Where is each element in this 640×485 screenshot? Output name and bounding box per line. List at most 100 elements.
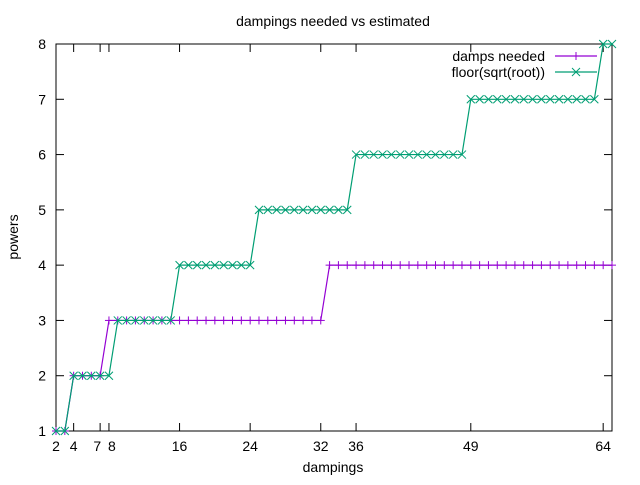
data-point	[457, 150, 467, 159]
series-floor-sqrt-root	[51, 39, 617, 436]
data-point	[422, 261, 431, 270]
y-tick-label: 6	[38, 147, 46, 163]
data-point	[413, 261, 422, 270]
x-tick-label: 49	[463, 438, 479, 454]
data-point	[352, 261, 361, 270]
x-tick-label: 7	[93, 438, 101, 454]
data-point	[502, 261, 511, 270]
data-point	[254, 316, 263, 325]
data-point	[546, 261, 555, 270]
y-tick-label: 2	[38, 368, 46, 384]
data-point	[378, 261, 387, 270]
data-point	[51, 426, 61, 436]
data-point	[581, 94, 590, 104]
data-point	[572, 261, 581, 270]
data-point	[387, 150, 396, 159]
data-point	[484, 261, 493, 270]
data-point	[307, 316, 316, 325]
legend-label: floor(sqrt(root))	[452, 64, 545, 80]
data-point	[519, 94, 529, 104]
data-point	[545, 94, 555, 104]
plot-frame	[55, 43, 613, 432]
data-point	[360, 150, 370, 159]
data-point	[281, 316, 290, 325]
data-point	[139, 316, 149, 325]
data-point	[272, 205, 281, 215]
data-point	[537, 261, 546, 270]
data-point	[589, 94, 599, 104]
data-point	[184, 316, 193, 325]
data-point	[378, 150, 387, 159]
data-point	[510, 261, 519, 270]
data-point	[299, 316, 308, 325]
data-point	[290, 316, 299, 325]
data-point	[104, 371, 114, 381]
data-point	[246, 316, 255, 325]
data-point	[369, 261, 378, 270]
y-tick-label: 4	[38, 257, 46, 273]
data-point	[210, 260, 220, 270]
data-point	[475, 261, 484, 270]
data-point	[484, 94, 493, 104]
data-point	[607, 39, 617, 49]
chart-title: dampings needed vs estimated	[236, 13, 430, 29]
data-point	[466, 94, 476, 104]
series-line	[56, 264, 612, 432]
data-point	[316, 316, 325, 325]
data-point	[387, 261, 396, 270]
data-point	[563, 261, 572, 270]
y-tick-label: 5	[38, 202, 46, 218]
legend-label: damps needed	[452, 48, 545, 64]
y-tick-label: 1	[38, 423, 46, 439]
data-point	[219, 260, 229, 270]
x-tick-label: 24	[242, 438, 258, 454]
data-point	[95, 371, 105, 381]
data-point	[210, 316, 219, 325]
data-point	[351, 150, 361, 159]
x-tick-label: 2	[52, 438, 60, 454]
data-point	[510, 94, 520, 104]
data-point	[599, 261, 608, 270]
data-point	[78, 371, 87, 381]
data-point	[466, 261, 475, 270]
data-point	[104, 316, 113, 325]
x-tick-label: 8	[108, 438, 116, 454]
data-point	[316, 205, 326, 215]
data-point	[404, 150, 414, 159]
data-point	[298, 205, 308, 215]
data-point	[254, 205, 264, 215]
data-point	[245, 260, 255, 270]
data-point	[175, 260, 184, 270]
data-point	[334, 205, 343, 215]
data-point	[148, 316, 158, 325]
data-point	[537, 94, 546, 104]
data-point	[263, 316, 272, 325]
data-point	[528, 94, 537, 104]
data-point	[228, 316, 237, 325]
data-point	[166, 316, 176, 325]
data-point	[528, 261, 537, 270]
data-point	[201, 260, 211, 270]
data-point	[440, 261, 449, 270]
data-point	[563, 94, 573, 104]
data-point	[449, 261, 458, 270]
data-point	[60, 426, 70, 436]
data-point	[193, 316, 202, 325]
data-point	[369, 150, 379, 159]
x-tick-label: 64	[595, 438, 611, 454]
data-point	[413, 150, 423, 159]
data-point	[236, 260, 246, 270]
data-point	[122, 316, 131, 325]
data-point	[422, 150, 432, 159]
data-point	[572, 94, 582, 104]
series-line	[56, 43, 612, 432]
data-point	[608, 261, 616, 270]
y-axis-label: powers	[5, 214, 21, 259]
legend-marker	[571, 67, 581, 77]
data-point	[86, 371, 96, 381]
data-point	[405, 261, 414, 270]
data-point	[69, 371, 79, 381]
